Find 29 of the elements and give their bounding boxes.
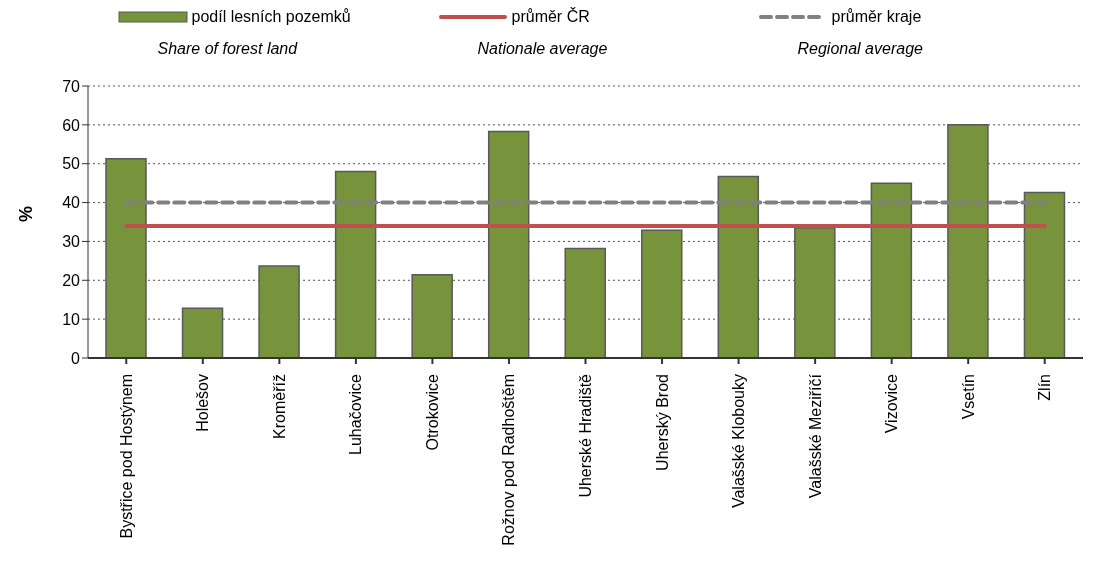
x-tick-label: Valašské Klobouky — [730, 374, 748, 508]
text: Regional average — [796, 40, 924, 58]
legend-label: průměr ČR — [511, 8, 590, 26]
y-tick-label: 20 — [62, 271, 81, 289]
text: Nationale average — [476, 40, 609, 58]
x-tick-label: Kroměříž — [270, 374, 288, 439]
y-tick-label: 60 — [62, 116, 81, 134]
x-tick-label: Zlín — [1036, 374, 1054, 401]
y-tick-label: 10 — [62, 310, 81, 328]
y-tick-label: 30 — [62, 233, 81, 251]
x-tick-label: Valašské Meziříčí — [806, 373, 824, 499]
x-tick-label: Rožnov pod Radhoštěm — [500, 374, 518, 546]
x-tick-label: Vizovice — [883, 373, 901, 434]
x-tick-label: Uherské Hradiště — [577, 373, 594, 498]
x-tick-label: Uherský Brod — [653, 374, 671, 471]
x-tick-label: Vsetín — [959, 374, 977, 420]
y-tick-label: 40 — [62, 194, 81, 212]
x-tick-label: Bystřice pod Hostýnem — [117, 374, 135, 539]
y-tick-label: 0 — [71, 349, 81, 367]
text: Share of forest land — [156, 40, 299, 58]
legend-label: průměr kraje — [831, 8, 922, 26]
legend-label: podíl lesních pozemků — [191, 8, 351, 26]
y-tick-label: 50 — [62, 155, 81, 173]
bar — [258, 265, 300, 358]
x-tick-label: Otrokovice — [423, 373, 441, 451]
y-axis-title: % — [16, 205, 37, 222]
y-tick-label: 70 — [62, 77, 81, 95]
x-tick-label: Holešov — [194, 374, 212, 432]
x-tick-label: Luhačovice — [347, 373, 365, 455]
